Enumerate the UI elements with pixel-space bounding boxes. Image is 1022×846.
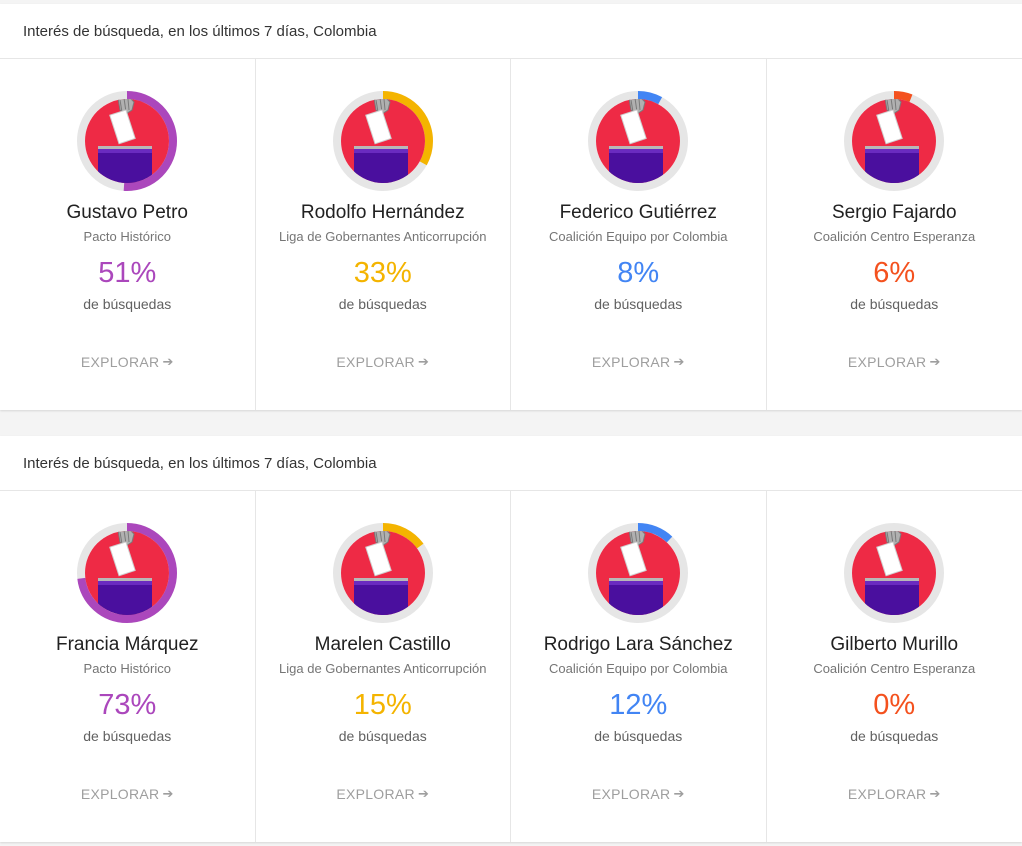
arrow-right-icon: ➔ <box>162 354 174 369</box>
candidate-name: Gilberto Murillo <box>830 634 959 655</box>
ballot-box-icon <box>843 523 944 623</box>
search-share-ring <box>588 91 688 191</box>
search-share-ring <box>77 91 177 191</box>
ballot-box-icon <box>843 91 944 191</box>
ballot-box-icon <box>332 523 433 623</box>
candidate-cards: Gustavo Petro Pacto Histórico 51% de bús… <box>0 59 1022 410</box>
explore-link[interactable]: EXPLORAR ➔ <box>0 786 255 802</box>
search-interest-panel-1: Interés de búsqueda, en los últimos 7 dí… <box>0 4 1022 410</box>
explore-label: EXPLORAR <box>591 354 671 370</box>
search-share-ring <box>332 523 433 623</box>
search-share-caption: de búsquedas <box>594 728 683 744</box>
candidate-name: Sergio Fajardo <box>831 202 957 223</box>
ballot-box-icon <box>588 523 688 623</box>
candidate-card[interactable]: Gustavo Petro Pacto Histórico 51% de bús… <box>0 59 256 410</box>
explore-link[interactable]: EXPLORAR ➔ <box>511 786 766 802</box>
candidate-card[interactable]: Marelen Castillo Liga de Gobernantes Ant… <box>256 491 511 842</box>
arrow-right-icon: ➔ <box>929 354 941 369</box>
explore-link[interactable]: EXPLORAR ➔ <box>767 354 1022 370</box>
candidate-party: Coalición Equipo por Colombia <box>549 229 728 244</box>
candidate-card[interactable]: Sergio Fajardo Coalición Centro Esperanz… <box>767 59 1022 410</box>
candidate-card[interactable]: Rodolfo Hernández Liga de Gobernantes An… <box>256 59 511 410</box>
ballot-box-icon <box>588 91 688 191</box>
search-share-caption: de búsquedas <box>594 296 683 312</box>
search-share-percent: 15% <box>353 689 412 721</box>
candidate-avatar <box>843 522 945 624</box>
candidate-avatar <box>843 90 945 192</box>
panel-header: Interés de búsqueda, en los últimos 7 dí… <box>0 436 1022 491</box>
search-share-ring <box>77 523 177 623</box>
candidate-avatar <box>332 90 434 192</box>
arrow-right-icon: ➔ <box>417 786 430 801</box>
candidate-name: Gustavo Petro <box>66 202 188 223</box>
search-interest-panel-2: Interés de búsqueda, en los últimos 7 dí… <box>0 436 1022 842</box>
search-share-ring <box>332 91 433 191</box>
search-share-caption: de búsquedas <box>83 728 172 744</box>
candidate-party: Liga de Gobernantes Anticorrupción <box>279 661 487 676</box>
explore-label: EXPLORAR <box>336 786 415 802</box>
candidate-cards: Francia Márquez Pacto Histórico 73% de b… <box>0 491 1022 842</box>
candidate-party: Coalición Equipo por Colombia <box>549 661 728 676</box>
candidate-name: Federico Gutiérrez <box>559 202 717 223</box>
candidate-card[interactable]: Rodrigo Lara Sánchez Coalición Equipo po… <box>511 491 767 842</box>
search-share-caption: de búsquedas <box>83 296 172 312</box>
search-share-percent: 8% <box>617 257 660 289</box>
search-share-caption: de búsquedas <box>338 728 427 744</box>
search-share-percent: 73% <box>98 689 157 721</box>
search-share-caption: de búsquedas <box>338 296 427 312</box>
arrow-right-icon: ➔ <box>162 786 174 801</box>
candidate-party: Liga de Gobernantes Anticorrupción <box>279 229 487 244</box>
search-share-ring <box>843 91 944 191</box>
explore-label: EXPLORAR <box>80 786 160 802</box>
candidate-name: Rodolfo Hernández <box>300 202 465 223</box>
explore-label: EXPLORAR <box>591 786 671 802</box>
ballot-box-icon <box>77 523 177 623</box>
ballot-box-icon <box>77 91 177 191</box>
candidate-card[interactable]: Gilberto Murillo Coalición Centro Espera… <box>767 491 1022 842</box>
candidate-avatar <box>76 522 178 624</box>
search-share-percent: 51% <box>98 257 157 289</box>
explore-label: EXPLORAR <box>847 786 927 802</box>
search-share-percent: 6% <box>873 257 916 289</box>
ballot-box-icon <box>332 91 433 191</box>
candidate-card[interactable]: Federico Gutiérrez Coalición Equipo por … <box>511 59 767 410</box>
candidate-avatar <box>587 90 689 192</box>
candidate-avatar <box>76 90 178 192</box>
arrow-right-icon: ➔ <box>417 354 430 369</box>
search-share-ring <box>588 523 688 623</box>
candidate-party: Pacto Histórico <box>83 229 171 244</box>
explore-link[interactable]: EXPLORAR ➔ <box>0 354 255 370</box>
panel-header: Interés de búsqueda, en los últimos 7 dí… <box>0 4 1022 59</box>
arrow-right-icon: ➔ <box>929 786 941 801</box>
search-share-caption: de búsquedas <box>850 296 939 312</box>
candidate-party: Coalición Centro Esperanza <box>813 229 976 244</box>
explore-label: EXPLORAR <box>336 354 415 370</box>
search-share-percent: 33% <box>353 257 412 289</box>
explore-link[interactable]: EXPLORAR ➔ <box>256 786 511 802</box>
arrow-right-icon: ➔ <box>673 786 685 801</box>
explore-label: EXPLORAR <box>847 354 927 370</box>
search-share-percent: 12% <box>609 689 668 721</box>
search-share-percent: 0% <box>873 689 916 721</box>
candidate-avatar <box>587 522 689 624</box>
candidate-name: Francia Márquez <box>55 634 199 655</box>
candidate-party: Coalición Centro Esperanza <box>813 661 976 676</box>
candidate-avatar <box>332 522 434 624</box>
arrow-right-icon: ➔ <box>673 354 685 369</box>
explore-label: EXPLORAR <box>80 354 160 370</box>
explore-link[interactable]: EXPLORAR ➔ <box>256 354 511 370</box>
candidate-name: Rodrigo Lara Sánchez <box>543 634 733 655</box>
candidate-party: Pacto Histórico <box>83 661 171 676</box>
explore-link[interactable]: EXPLORAR ➔ <box>511 354 766 370</box>
candidate-name: Marelen Castillo <box>314 634 451 655</box>
explore-link[interactable]: EXPLORAR ➔ <box>767 786 1022 802</box>
candidate-card[interactable]: Francia Márquez Pacto Histórico 73% de b… <box>0 491 256 842</box>
search-share-caption: de búsquedas <box>850 728 939 744</box>
